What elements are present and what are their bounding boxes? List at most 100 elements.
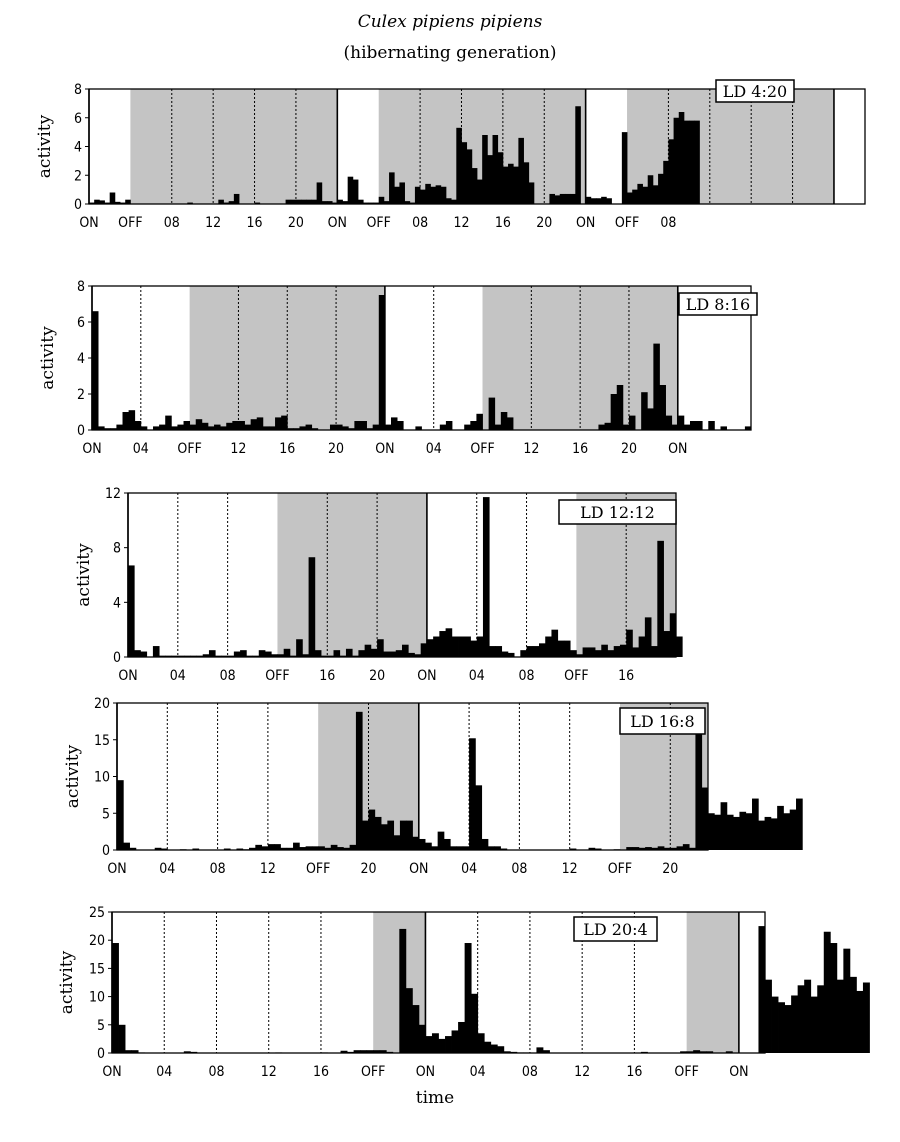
x-tick-label: ON: [118, 668, 137, 684]
panel-2: 0 2 4 6 8 ON 04 OFF 12 16 20 ON 04 OFF 12 16 20 ON activit…: [38, 279, 758, 457]
activity-bar: [412, 836, 420, 850]
activity-bar: [364, 644, 372, 657]
activity-bar: [98, 426, 105, 430]
activity-bar: [849, 976, 857, 1053]
activity-bar: [207, 426, 215, 430]
activity-bar: [796, 798, 803, 850]
activity-bar: [240, 650, 247, 657]
x-tick-label: 16: [626, 1064, 642, 1080]
activity-bar: [397, 421, 404, 430]
activity-bar: [680, 1051, 688, 1053]
activity-bar: [464, 424, 471, 430]
activity-bar: [116, 424, 123, 430]
y-tick-label: 15: [89, 961, 105, 977]
y-tick-label: 2: [77, 387, 85, 403]
activity-bar: [471, 168, 478, 204]
activity-bar: [128, 410, 136, 430]
activity-bar: [236, 848, 244, 850]
activity-bar: [153, 426, 160, 430]
activity-bar: [497, 1046, 505, 1053]
activity-bar: [671, 424, 679, 430]
x-tick-label: 16: [618, 668, 634, 684]
activity-bar: [244, 424, 252, 430]
activity-bar: [545, 636, 552, 657]
activity-bar: [488, 397, 496, 430]
activity-bar: [456, 127, 462, 204]
activity-bar: [394, 186, 400, 204]
activity-bar: [289, 655, 297, 657]
activity-bar: [228, 201, 235, 204]
y-tick-label: 10: [94, 770, 110, 786]
activity-bar: [94, 199, 100, 204]
activity-bar: [507, 652, 515, 657]
activity-bar: [249, 847, 256, 850]
activity-bar: [494, 424, 502, 430]
activity-bar: [363, 202, 369, 204]
activity-bar: [637, 183, 643, 204]
activity-bar: [500, 848, 508, 850]
activity-bar: [183, 1051, 191, 1053]
activity-bar: [332, 202, 338, 204]
activity-bar: [342, 201, 349, 204]
activity-bar: [366, 1050, 374, 1053]
activity-bar: [641, 392, 648, 430]
activity-bar: [352, 655, 359, 657]
activity-bar: [343, 847, 351, 850]
activity-bar: [764, 816, 772, 850]
activity-bar: [487, 155, 493, 204]
activity-bar: [316, 182, 323, 204]
activity-bar: [286, 847, 294, 850]
activity-bar: [598, 424, 605, 430]
activity-bar: [506, 417, 514, 430]
x-tick-label: 08: [164, 215, 180, 231]
activity-bar: [616, 385, 624, 430]
activity-bar: [262, 426, 270, 430]
activity-bar: [676, 636, 683, 657]
activity-bar: [420, 643, 428, 657]
x-tick-label: OFF: [118, 215, 142, 231]
activity-bar: [585, 196, 592, 204]
activity-bar: [445, 198, 452, 204]
activity-bar: [409, 202, 416, 204]
activity-bar: [689, 421, 697, 430]
y-axis-label: activity: [38, 326, 58, 390]
activity-bar: [165, 655, 172, 657]
activity-bar: [275, 417, 282, 430]
x-tick-label: OFF: [367, 215, 391, 231]
x-tick-label: ON: [576, 215, 595, 231]
activity-bar: [254, 202, 261, 204]
activity-bar: [601, 196, 607, 204]
activity-bar: [89, 202, 95, 204]
photoperiod-label-box: [619, 707, 706, 735]
activity-bar: [642, 186, 649, 204]
activity-bar: [500, 412, 508, 430]
activity-bar: [340, 1050, 348, 1053]
activity-bar: [653, 343, 660, 430]
x-tick-label: 20: [621, 441, 637, 457]
activity-bar: [817, 985, 825, 1053]
activity-bar: [227, 655, 235, 657]
y-axis-label: activity: [63, 744, 83, 808]
activity-bar: [549, 193, 555, 204]
x-tick-label: ON: [416, 1064, 435, 1080]
y-tick-label: 0: [74, 197, 82, 213]
activity-bar: [433, 636, 440, 657]
activity-bar: [708, 813, 715, 850]
x-tick-label: 16: [247, 215, 263, 231]
y-tick-label: 8: [74, 82, 82, 98]
activity-bar: [438, 1038, 446, 1053]
activity-bar: [378, 196, 385, 204]
dark-period: [130, 89, 338, 204]
activity-bar: [497, 152, 504, 204]
activity-bar: [305, 424, 313, 430]
activity-bar: [595, 650, 602, 657]
activity-bar: [621, 132, 628, 204]
activity-bar: [464, 636, 471, 657]
activity-bar: [469, 738, 476, 850]
x-tick-label: 08: [220, 668, 236, 684]
activity-bar: [383, 651, 390, 657]
x-tick-label: 20: [369, 668, 385, 684]
activity-bar: [354, 421, 361, 430]
activity-bar: [405, 988, 413, 1053]
activity-bar: [329, 424, 337, 430]
